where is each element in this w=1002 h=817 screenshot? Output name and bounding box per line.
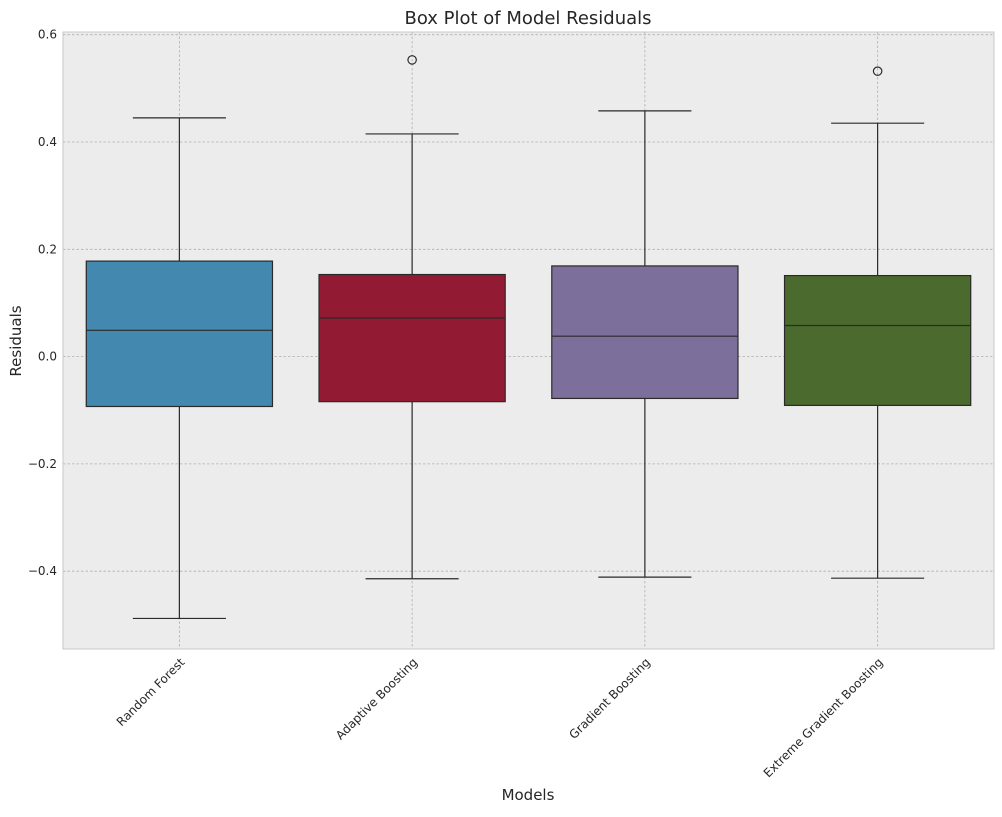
x-tick-label: Adaptive Boosting [333, 655, 420, 742]
x-tick-label: Extreme Gradient Boosting [761, 655, 886, 780]
box-random-forest [85, 260, 274, 408]
y-tick-label: 0.6 [38, 28, 57, 42]
plot-frame [62, 31, 995, 650]
outlier-point [407, 55, 417, 65]
x-axis-label: Models [502, 786, 555, 804]
x-tick-label: Gradient Boosting [566, 655, 653, 742]
y-tick-label: −0.2 [28, 457, 57, 471]
y-tick-label: 0.4 [38, 135, 57, 149]
y-tick-label: 0.2 [38, 242, 57, 256]
plot-area: −0.4 −0.2 0.0 0.2 0.4 0.6 Random Forest Adaptiv… [28, 28, 995, 780]
outlier-point [872, 66, 883, 76]
y-tick-label: −0.4 [28, 564, 57, 578]
y-axis-label: Residuals [7, 305, 25, 376]
chart-title: Box Plot of Model Residuals [404, 8, 651, 29]
y-tick-label: 0.0 [38, 350, 57, 364]
box-adaptive-boosting [318, 273, 506, 403]
x-tick-label: Random Forest [114, 655, 188, 729]
box-gradient-boosting [551, 265, 739, 400]
box-extreme-gradient-boosting [783, 274, 972, 407]
